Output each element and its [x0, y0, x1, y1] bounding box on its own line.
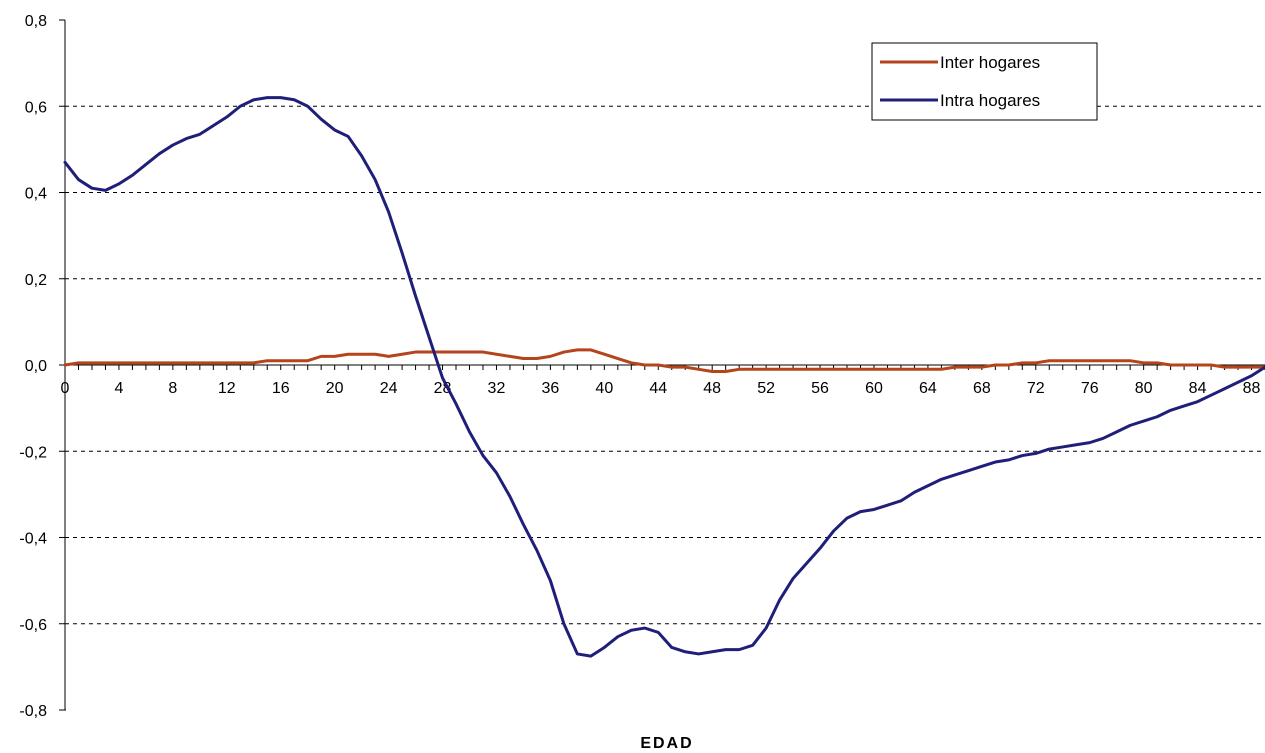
x-tick-label: 4: [114, 380, 123, 397]
x-tick-label: 84: [1189, 380, 1207, 397]
y-tick-label: 0,0: [25, 358, 47, 375]
y-axis-tick-labels: 0,8 0,6 0,4 0,2 0,0 -0,2 -0,4 -0,6 -0,8: [19, 13, 47, 720]
series-lines: [63, 96, 1265, 658]
x-tick-label: 56: [811, 380, 829, 397]
y-tick-label: -0,4: [19, 531, 47, 548]
x-tick-label: 24: [380, 380, 398, 397]
x-tick-label: 36: [541, 380, 559, 397]
x-tick-label: 72: [1027, 380, 1045, 397]
x-tick-label: 8: [168, 380, 177, 397]
x-tick-label: 88: [1243, 380, 1261, 397]
x-tick-label: 48: [703, 380, 721, 397]
x-axis-tick-labels: 0 4 8 12 16 20 24 28 32 36 40 44 48 52 56 60 64 68 72 76 80 8…: [61, 380, 1261, 397]
x-tick-label: 12: [218, 380, 236, 397]
x-tick-label: 40: [595, 380, 613, 397]
y-tick-label: 0,4: [25, 186, 47, 203]
legend-label-intra-hogares: Intra hogares: [940, 91, 1040, 110]
x-tick-label: 20: [326, 380, 344, 397]
x-axis-title: EDAD: [640, 735, 693, 752]
x-tick-label: 16: [272, 380, 290, 397]
x-tick-label: 52: [757, 380, 775, 397]
legend-label-inter-hogares: Inter hogares: [940, 53, 1040, 72]
y-tick-label: 0,2: [25, 272, 47, 289]
x-tick-label: 68: [973, 380, 991, 397]
x-tick-label: 32: [488, 380, 506, 397]
series-line-intra-hogares: [63, 96, 1265, 658]
legend: Inter hogares Intra hogares: [871, 42, 1098, 121]
y-tick-label: -0,6: [19, 617, 47, 634]
x-tick-label: 0: [61, 380, 70, 397]
y-tick-label: 0,6: [25, 99, 47, 116]
y-tick-label: -0,8: [19, 703, 47, 720]
x-tick-label: 64: [919, 380, 937, 397]
y-tick-label: -0,2: [19, 444, 47, 461]
series-line-inter-hogares: [63, 348, 1265, 373]
legend-box: [871, 42, 1098, 121]
x-tick-label: 60: [865, 380, 883, 397]
x-tick-label: 76: [1081, 380, 1099, 397]
x-tick-label: 44: [649, 380, 667, 397]
y-tick-label: 0,8: [25, 13, 47, 30]
x-tick-label: 80: [1135, 380, 1153, 397]
